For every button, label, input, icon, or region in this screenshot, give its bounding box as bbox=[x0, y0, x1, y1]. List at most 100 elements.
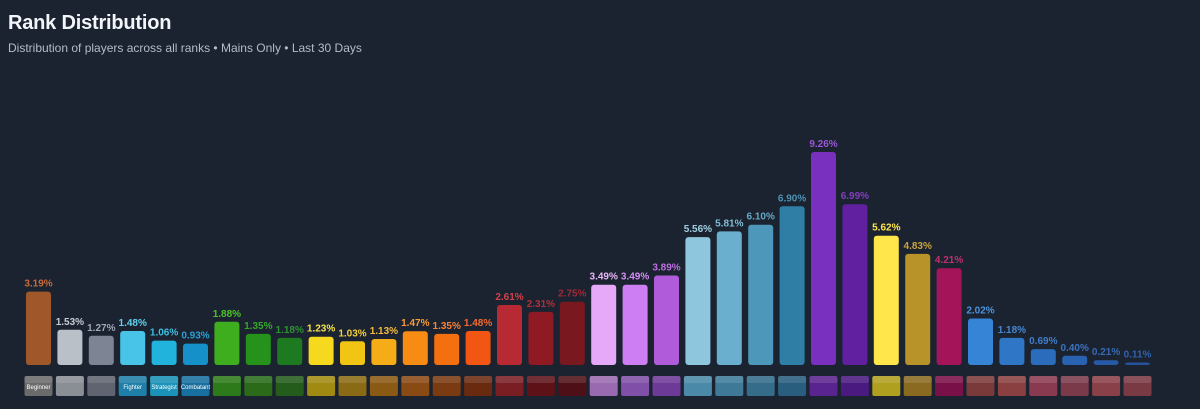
bar-value-label-8: 1.18% bbox=[276, 325, 304, 336]
rank-badge-15 bbox=[495, 376, 524, 396]
rank-badge-30 bbox=[966, 376, 995, 396]
bar-9[interactable] bbox=[308, 336, 334, 365]
bar-value-label-35: 0.11% bbox=[1124, 350, 1152, 361]
bar-12[interactable] bbox=[402, 331, 428, 365]
rank-badge-label-0: Beginner bbox=[26, 385, 50, 391]
rank-badge-shine-4 bbox=[150, 376, 179, 383]
bar-value-label-20: 3.89% bbox=[652, 263, 680, 274]
bar-value-label-29: 4.21% bbox=[935, 255, 963, 266]
rank-badge-7 bbox=[244, 376, 273, 396]
bar-value-label-6: 1.88% bbox=[213, 309, 241, 320]
rank-badge-label-5: Combatant bbox=[181, 385, 211, 391]
bar-30[interactable] bbox=[968, 318, 993, 366]
bar-25[interactable] bbox=[811, 152, 836, 365]
bar-value-label-23: 6.10% bbox=[747, 212, 775, 223]
bar-value-label-10: 1.03% bbox=[338, 328, 366, 339]
bar-value-label-32: 0.69% bbox=[1029, 336, 1057, 347]
rank-badge-6 bbox=[212, 376, 241, 396]
bar-value-label-30: 2.02% bbox=[966, 306, 994, 317]
rank-badge-21 bbox=[683, 376, 712, 396]
bar-22[interactable] bbox=[716, 231, 742, 365]
bar-27[interactable] bbox=[873, 235, 899, 365]
bar-value-label-16: 2.31% bbox=[527, 299, 555, 310]
rank-badge-shine-35 bbox=[1123, 376, 1152, 383]
rank-badge-0 bbox=[24, 376, 53, 396]
bar-17[interactable] bbox=[559, 301, 585, 365]
bar-10[interactable] bbox=[340, 341, 365, 365]
rank-badge-shine-3 bbox=[118, 376, 147, 383]
bar-3[interactable] bbox=[120, 331, 146, 365]
bar-35[interactable] bbox=[1125, 362, 1150, 366]
bar-value-label-7: 1.35% bbox=[244, 321, 272, 332]
rank-badge-shine-13 bbox=[432, 376, 461, 383]
rank-badge-shine-34 bbox=[1092, 376, 1121, 383]
bar-value-label-4: 1.06% bbox=[150, 328, 178, 339]
bar-2[interactable] bbox=[88, 335, 114, 365]
bar-value-label-25: 9.26% bbox=[809, 139, 837, 150]
rank-badge-shine-19 bbox=[621, 376, 650, 383]
bar-32[interactable] bbox=[1030, 349, 1056, 365]
rank-badge-34 bbox=[1092, 376, 1121, 396]
bar-23[interactable] bbox=[748, 224, 774, 365]
bar-18[interactable] bbox=[591, 284, 617, 365]
bar-value-label-11: 1.13% bbox=[370, 326, 398, 337]
rank-badge-label-4: Strategist bbox=[151, 385, 177, 391]
bar-21[interactable] bbox=[685, 237, 711, 365]
bar-value-label-5: 0.93% bbox=[181, 331, 209, 342]
bar-28[interactable] bbox=[905, 253, 931, 365]
rank-badge-11 bbox=[369, 376, 398, 396]
bar-34[interactable] bbox=[1093, 360, 1119, 365]
bar-29[interactable] bbox=[936, 268, 962, 365]
rank-badge-shine-18 bbox=[589, 376, 618, 383]
rank-badge-8 bbox=[275, 376, 304, 396]
bar-0[interactable] bbox=[26, 291, 51, 365]
rank-badge-shine-11 bbox=[369, 376, 398, 383]
rank-badge-shine-25 bbox=[809, 376, 838, 383]
bar-value-label-22: 5.81% bbox=[715, 218, 743, 229]
rank-badge-32 bbox=[1029, 376, 1058, 396]
rank-badge-28 bbox=[903, 376, 932, 396]
chart-header: Rank Distribution Distribution of player… bbox=[8, 12, 362, 55]
bar-14[interactable] bbox=[465, 331, 491, 365]
bar-20[interactable] bbox=[654, 275, 679, 366]
rank-badge-shine-9 bbox=[307, 376, 336, 383]
bar-value-label-2: 1.27% bbox=[87, 323, 115, 334]
rank-badge-31 bbox=[997, 376, 1026, 396]
bar-value-label-9: 1.23% bbox=[307, 324, 335, 335]
bar-33[interactable] bbox=[1062, 355, 1088, 365]
bar-1[interactable] bbox=[57, 329, 83, 365]
bar-13[interactable] bbox=[434, 333, 460, 365]
rank-badge-shine-24 bbox=[778, 376, 807, 383]
rank-badge-13 bbox=[432, 376, 461, 396]
bar-19[interactable] bbox=[622, 284, 648, 365]
bar-value-label-3: 1.48% bbox=[119, 318, 147, 329]
bar-value-label-17: 2.75% bbox=[558, 289, 586, 300]
rank-badge-shine-23 bbox=[746, 376, 775, 383]
rank-badge-shine-29 bbox=[935, 376, 964, 383]
bar-16[interactable] bbox=[528, 311, 554, 365]
bar-value-label-21: 5.56% bbox=[684, 224, 712, 235]
bar-6[interactable] bbox=[214, 321, 240, 365]
rank-badge-shine-33 bbox=[1060, 376, 1089, 383]
bar-26[interactable] bbox=[842, 204, 868, 365]
bar-11[interactable] bbox=[371, 339, 397, 365]
rank-badge-shine-28 bbox=[903, 376, 932, 383]
bar-value-label-1: 1.53% bbox=[56, 317, 84, 328]
bar-value-label-34: 0.21% bbox=[1092, 347, 1120, 358]
rank-badge-label-3: Fighter bbox=[123, 385, 142, 391]
rank-badge-shine-16 bbox=[526, 376, 555, 383]
bar-15[interactable] bbox=[497, 305, 522, 365]
bar-5[interactable] bbox=[183, 343, 208, 365]
bar-24[interactable] bbox=[779, 206, 805, 365]
bar-value-label-19: 3.49% bbox=[621, 272, 649, 283]
bar-8[interactable] bbox=[277, 337, 303, 365]
bar-7[interactable] bbox=[245, 333, 271, 365]
rank-badge-5 bbox=[181, 376, 210, 396]
bar-4[interactable] bbox=[151, 340, 177, 365]
rank-badge-shine-8 bbox=[275, 376, 304, 383]
rank-badge-14 bbox=[464, 376, 493, 396]
rank-badge-16 bbox=[526, 376, 555, 396]
bar-31[interactable] bbox=[999, 337, 1025, 365]
rank-badge-19 bbox=[621, 376, 650, 396]
rank-badge-9 bbox=[307, 376, 336, 396]
